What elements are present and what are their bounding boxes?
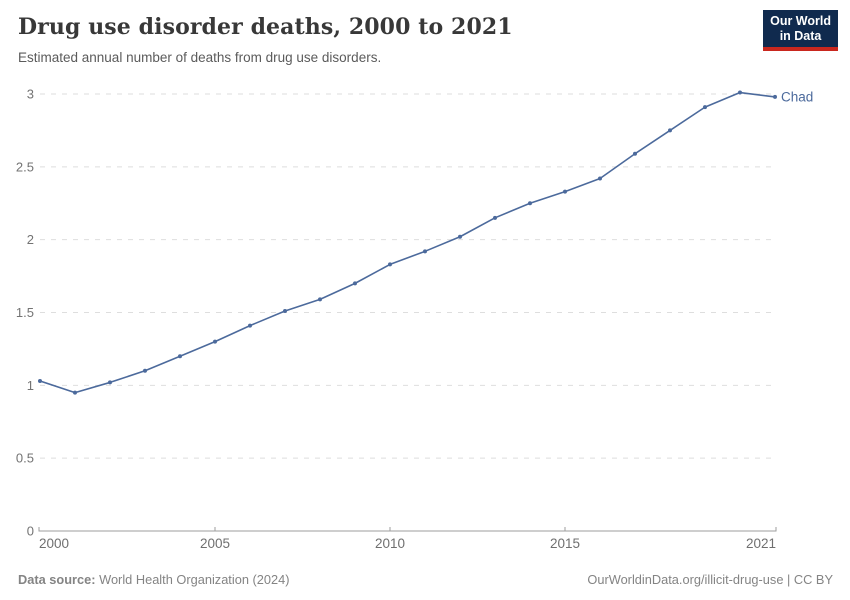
data-point[interactable] — [493, 215, 497, 220]
data-point[interactable] — [388, 262, 392, 267]
data-point[interactable] — [773, 94, 777, 99]
data-point[interactable] — [563, 189, 567, 194]
data-point[interactable] — [73, 390, 77, 395]
data-point[interactable] — [213, 339, 217, 344]
data-point[interactable] — [668, 128, 672, 133]
y-axis-tick-label: 2.5 — [16, 159, 34, 174]
data-point[interactable] — [458, 234, 462, 239]
chart-footer: Data source: World Health Organization (… — [18, 572, 833, 587]
data-point[interactable] — [528, 201, 532, 206]
footer-license-link[interactable]: OurWorldinData.org/illicit-drug-use | CC… — [587, 572, 833, 587]
data-point[interactable] — [738, 90, 742, 95]
data-source: Data source: World Health Organization (… — [18, 572, 290, 587]
data-point[interactable] — [248, 323, 252, 328]
y-axis-tick-label: 3 — [27, 87, 34, 102]
x-axis-tick-label: 2005 — [200, 536, 230, 551]
owid-logo-line2: in Data — [779, 29, 822, 43]
chart-subtitle: Estimated annual number of deaths from d… — [18, 50, 382, 65]
line-chart[interactable]: 0 0.5 1 1.5 2 2.5 3 2000 2005 2010 2015 2021 Chad — [0, 80, 850, 570]
series-label-chad[interactable]: Chad — [781, 89, 813, 104]
x-axis-tick-label: 2010 — [375, 536, 405, 551]
y-axis-tick-label: 0 — [27, 524, 34, 539]
data-point[interactable] — [318, 297, 322, 302]
owid-logo-line1: Our World — [770, 14, 831, 28]
data-source-value: World Health Organization (2024) — [99, 572, 290, 587]
data-point[interactable] — [143, 368, 147, 373]
data-point[interactable] — [353, 281, 357, 286]
data-point[interactable] — [703, 105, 707, 110]
y-axis-tick-label: 0.5 — [16, 451, 34, 466]
data-point[interactable] — [283, 309, 287, 314]
x-axis-tick-label: 2015 — [550, 536, 580, 551]
data-point[interactable] — [178, 354, 182, 359]
data-point[interactable] — [423, 249, 427, 254]
data-point[interactable] — [633, 151, 637, 156]
data-point[interactable] — [38, 378, 42, 383]
series-line-chad[interactable] — [39, 91, 776, 394]
page-title: Drug use disorder deaths, 2000 to 2021 — [18, 14, 513, 40]
data-point[interactable] — [108, 380, 112, 385]
data-source-label: Data source: — [18, 572, 96, 587]
y-axis-tick-label: 1.5 — [16, 305, 34, 320]
x-axis-tick-label: 2021 — [746, 536, 776, 551]
x-axis-tick-label: 2000 — [39, 536, 69, 551]
owid-logo[interactable]: Our World in Data — [763, 10, 838, 51]
y-axis-tick-label: 2 — [27, 232, 34, 247]
data-point[interactable] — [598, 176, 602, 181]
y-axis-tick-label: 1 — [27, 378, 34, 393]
